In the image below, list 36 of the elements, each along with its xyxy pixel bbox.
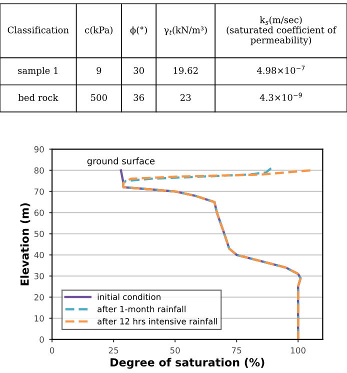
y-tick-label: 10: [34, 315, 44, 322]
y-tick-label: 70: [34, 188, 44, 195]
text: 4.3×10$^{−9}$: [260, 92, 302, 101]
y-tick-label: 60: [34, 210, 44, 216]
category-label: k$_{s}$(m/sec) (saturated coefficient of permeability): [226, 16, 337, 46]
x-tick-label: 100: [291, 347, 306, 354]
legend-label: initial condition: [98, 294, 160, 300]
text: 30: [134, 67, 144, 74]
category-label: c(kPa): [85, 26, 112, 35]
y-tick-label: 90: [34, 146, 44, 152]
x-axis-title: Degree of saturation (%): [110, 358, 264, 369]
y-tick-label: 40: [34, 252, 44, 258]
text: 4.98×10$^{−7}$: [256, 66, 305, 74]
text: 23: [180, 94, 191, 101]
text: 36: [134, 94, 144, 101]
x-tick-label: 75: [232, 347, 242, 354]
y-tick-label: 50: [34, 230, 44, 238]
text: bed rock: [18, 94, 58, 101]
y-tick-label: 80: [34, 167, 44, 174]
x-tick-label: 0: [50, 347, 54, 354]
y-axis-title: Elevation (m): [20, 203, 30, 286]
x-tick-label: 25: [108, 347, 118, 354]
category-label: Classification: [8, 26, 69, 34]
y-tick-label: 30: [34, 273, 44, 280]
category-label: γ$_{t}$(kN/m³): [164, 26, 207, 36]
x-tick-label: 50: [170, 347, 180, 354]
text: 9: [96, 67, 102, 74]
legend-label: after 1-month rainfall: [98, 306, 186, 312]
y-tick-label: 0: [40, 336, 44, 343]
category-label: ϕ(°): [130, 26, 147, 36]
legend-label: after 12 hrs intensive rainfall: [98, 318, 218, 324]
text: 500: [91, 94, 107, 101]
text: sample 1: [18, 66, 58, 76]
annotation: ground surface: [87, 157, 155, 166]
text: 19.62: [174, 67, 198, 74]
y-tick-label: 20: [34, 294, 44, 300]
